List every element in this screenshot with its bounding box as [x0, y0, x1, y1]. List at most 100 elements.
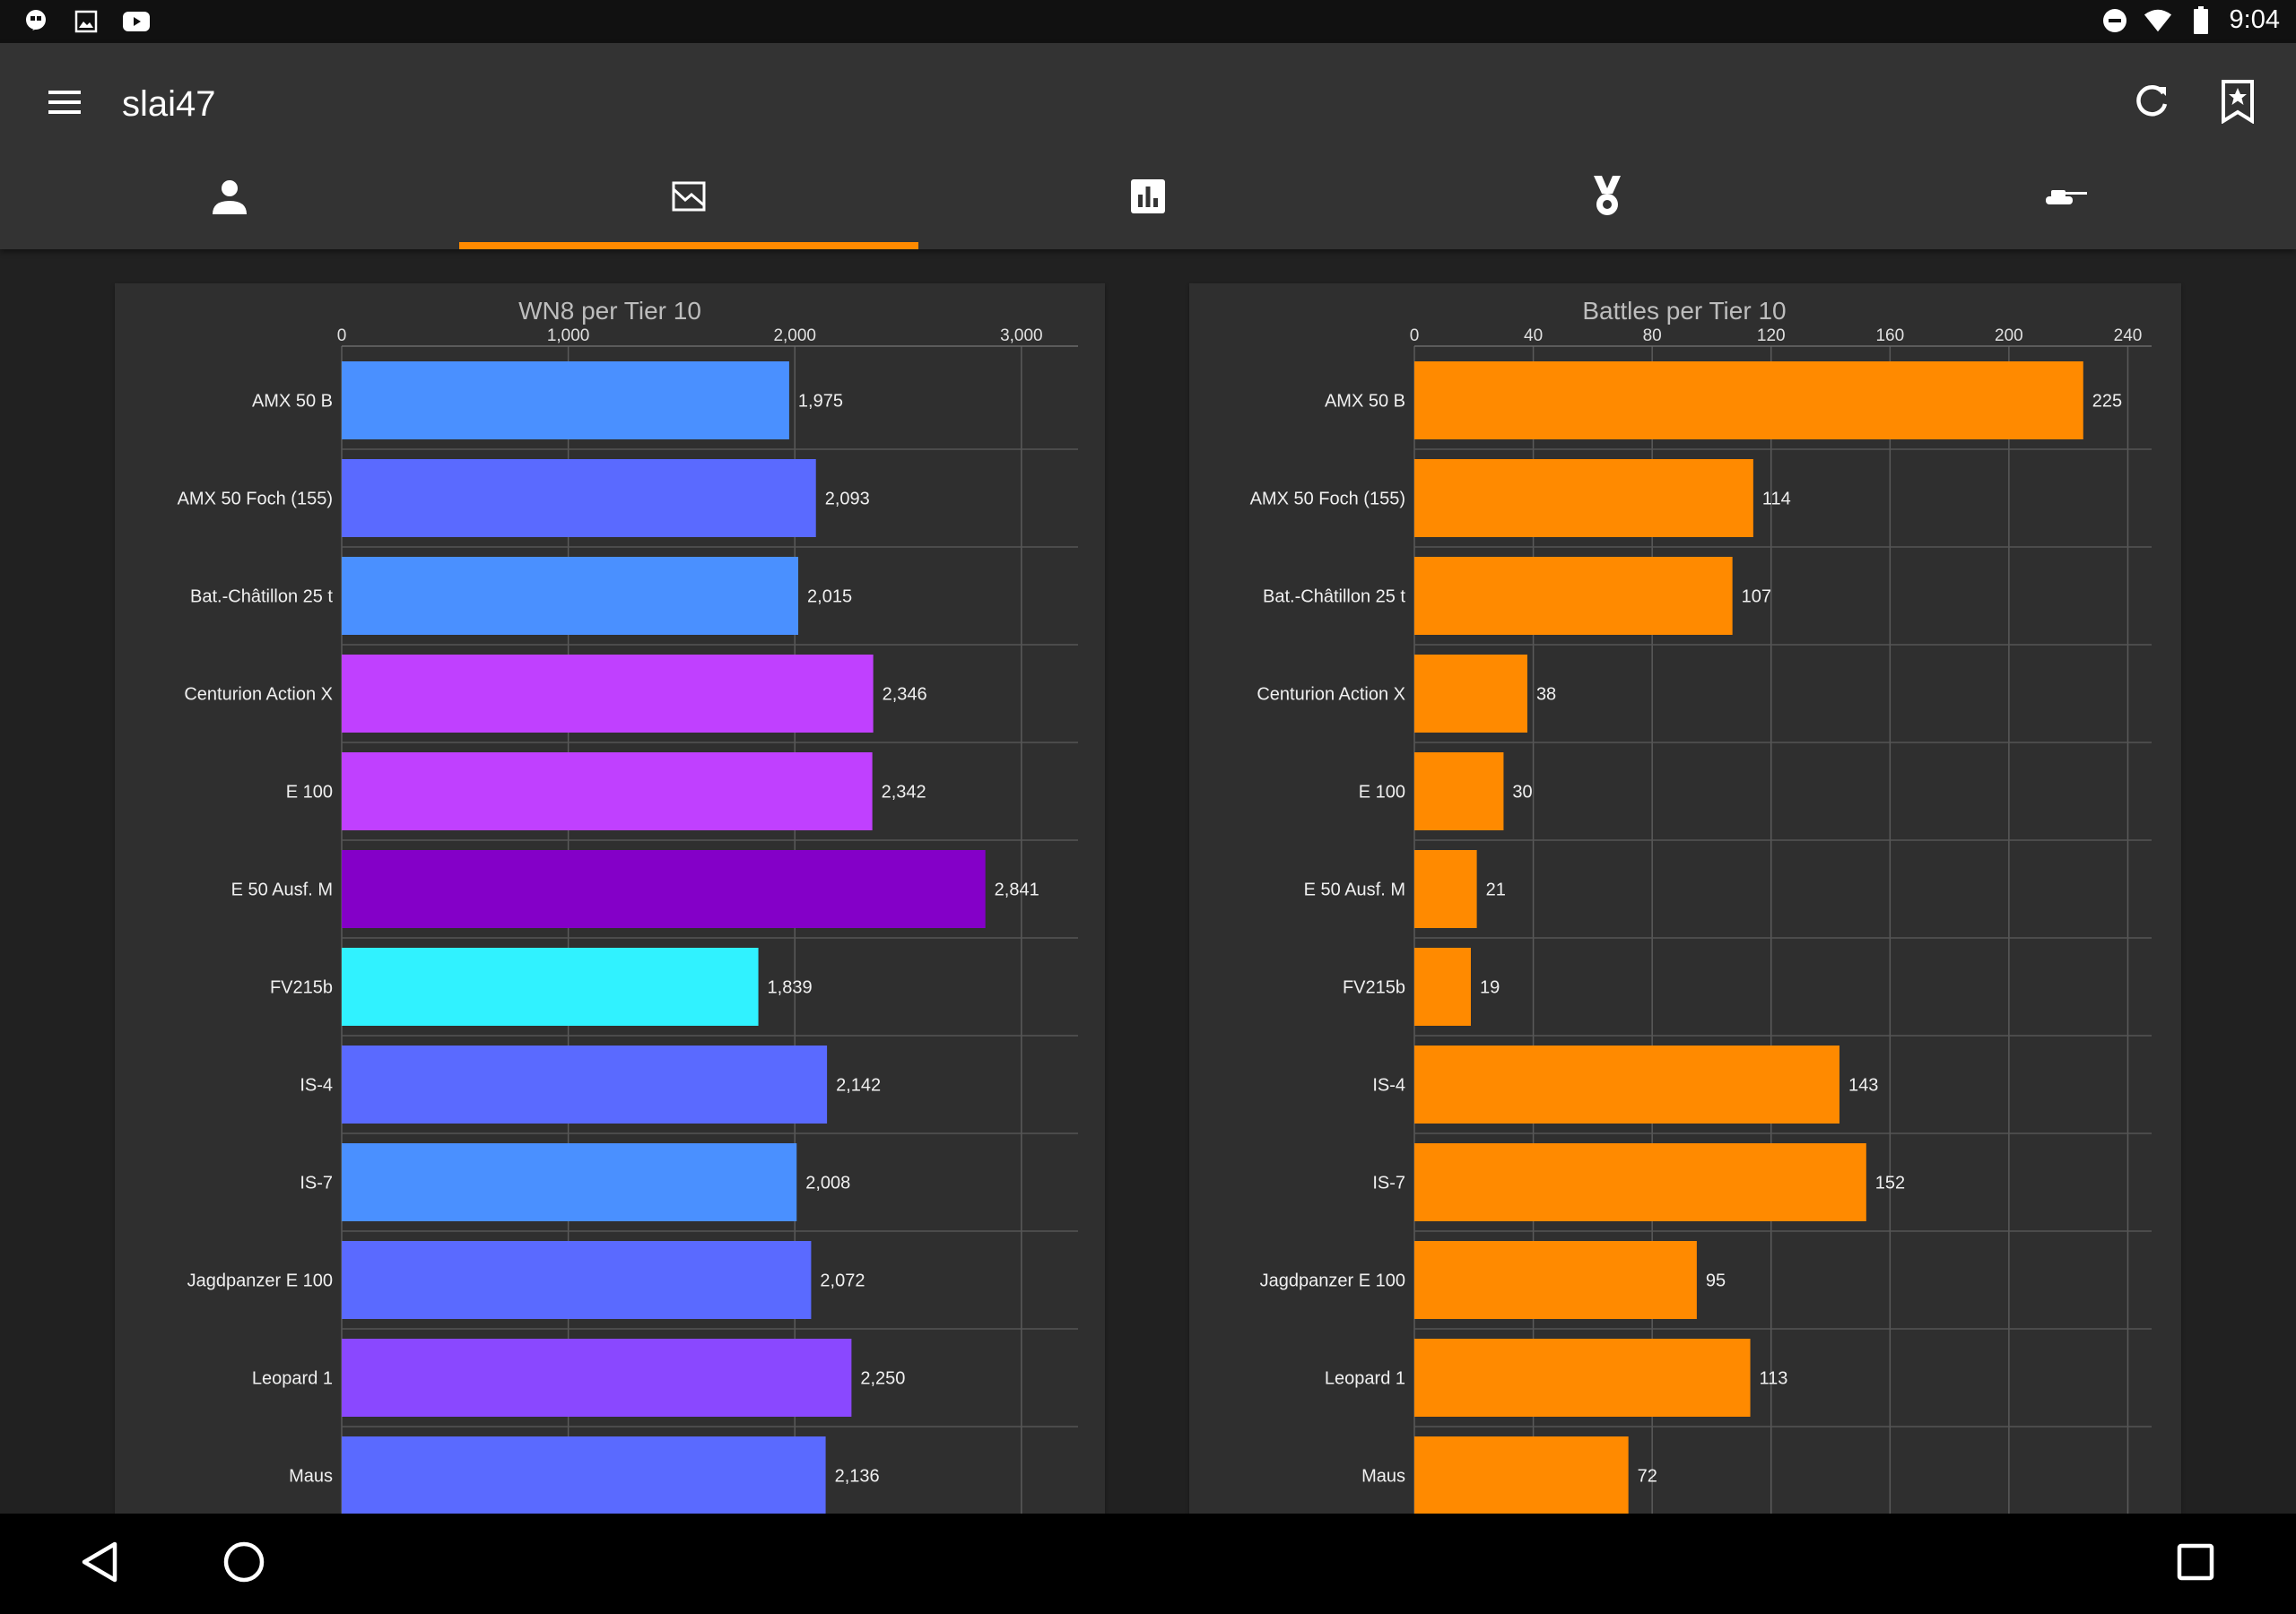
bookmark-button[interactable] — [2212, 75, 2264, 131]
data-label: 38 — [1536, 685, 1556, 705]
data-label: 30 — [1512, 783, 1532, 803]
tick-label: 1,000 — [547, 326, 590, 345]
bar — [342, 655, 874, 733]
tab-achievements[interactable] — [1378, 147, 1837, 249]
bar — [1414, 850, 1477, 928]
menu-button[interactable] — [39, 79, 90, 129]
wn8-chart-panel: WN8 per Tier 10 0 1,000 2,000 3,000 AMX 50 B 1… — [115, 283, 1105, 1514]
category-label: AMX 50 B — [1325, 392, 1405, 412]
category-label: IS-4 — [300, 1076, 333, 1096]
back-button[interactable] — [70, 1533, 131, 1594]
tank-icon — [2044, 186, 2089, 212]
data-label: 19 — [1480, 978, 1500, 998]
data-label: 2,093 — [825, 490, 870, 509]
navigation-bar — [0, 1514, 2296, 1614]
bar — [1414, 1436, 1629, 1514]
data-label: 72 — [1638, 1467, 1657, 1487]
tick-label: 240 — [2114, 326, 2143, 345]
tab-statistics[interactable] — [918, 147, 1378, 249]
recents-square-icon — [2176, 1542, 2215, 1586]
data-label: 1,839 — [768, 978, 813, 998]
bar — [1414, 752, 1503, 830]
bar — [342, 1046, 827, 1124]
tick-label: 0 — [337, 326, 347, 345]
data-label: 2,015 — [807, 587, 852, 607]
data-label: 2,008 — [805, 1174, 850, 1193]
category-label: Maus — [289, 1467, 333, 1487]
bar — [342, 1339, 851, 1417]
category-label: Centurion Action X — [1257, 685, 1405, 705]
category-label: AMX 50 B — [252, 392, 333, 412]
category-label: Maus — [1361, 1467, 1405, 1487]
app-bar: slai47 — [0, 43, 2296, 249]
data-label: 2,342 — [882, 783, 926, 803]
tab-bar — [0, 147, 2296, 249]
page-title: slai47 — [122, 79, 216, 129]
data-label: 2,142 — [836, 1076, 881, 1096]
data-label: 2,250 — [860, 1369, 905, 1389]
bar — [342, 1241, 811, 1319]
bar-chart-icon — [1130, 178, 1166, 219]
status-bar: 9:04 — [0, 0, 2296, 43]
tab-graphs[interactable] — [459, 147, 918, 249]
category-label: E 50 Ausf. M — [1304, 881, 1405, 900]
tick-label: 40 — [1524, 326, 1543, 345]
chart-title: WN8 per Tier 10 — [518, 297, 701, 325]
refresh-button[interactable] — [2126, 77, 2178, 129]
data-label: 95 — [1706, 1271, 1726, 1291]
battles-chart: Battles per Tier 10 0 40 80 120 160 200 240 AMX … — [1189, 283, 2181, 1514]
bar — [1414, 948, 1471, 1026]
battles-chart-panel: Battles per Tier 10 0 40 80 120 160 200 240 AMX … — [1189, 283, 2181, 1514]
home-button[interactable] — [213, 1533, 274, 1594]
bar — [1414, 1241, 1697, 1319]
bar — [342, 1143, 796, 1221]
refresh-icon — [2132, 82, 2171, 126]
tab-tanks[interactable] — [1837, 147, 2296, 249]
back-triangle-icon — [81, 1540, 120, 1588]
category-label: FV215b — [1343, 978, 1405, 998]
hamburger-menu-icon — [47, 88, 83, 121]
bar — [1414, 1339, 1751, 1417]
data-label: 2,841 — [995, 881, 1039, 900]
bar — [1414, 557, 1733, 635]
category-label: E 50 Ausf. M — [231, 881, 333, 900]
category-label: AMX 50 Foch (155) — [178, 490, 333, 509]
category-label: IS-4 — [1372, 1076, 1405, 1096]
tick-label: 2,000 — [773, 326, 816, 345]
data-label: 2,136 — [835, 1467, 880, 1487]
bar — [342, 850, 986, 928]
bookmark-star-icon — [2220, 79, 2256, 128]
youtube-icon — [122, 7, 151, 36]
data-label: 2,346 — [883, 685, 927, 705]
wn8-chart: WN8 per Tier 10 0 1,000 2,000 3,000 AMX 50 B 1… — [115, 283, 1105, 1514]
category-label: Centurion Action X — [184, 685, 333, 705]
area-chart-icon — [671, 180, 707, 217]
recents-button[interactable] — [2165, 1533, 2226, 1594]
person-icon — [210, 177, 249, 221]
bar — [342, 459, 816, 537]
category-label: Jagdpanzer E 100 — [1260, 1271, 1405, 1291]
category-label: Leopard 1 — [1325, 1369, 1405, 1389]
home-circle-icon — [222, 1540, 266, 1589]
hangouts-icon — [22, 7, 50, 36]
tick-label: 120 — [1757, 326, 1786, 345]
tab-indicator — [459, 242, 918, 249]
bar — [342, 557, 798, 635]
tab-player[interactable] — [0, 147, 459, 249]
category-label: E 100 — [286, 783, 333, 803]
bar — [342, 361, 789, 439]
image-icon — [72, 7, 100, 36]
medal-icon — [1589, 174, 1625, 223]
data-label: 113 — [1760, 1369, 1788, 1389]
bar — [342, 752, 873, 830]
bar — [1414, 459, 1753, 537]
category-label: FV215b — [270, 978, 333, 998]
chart-title: Battles per Tier 10 — [1582, 297, 1786, 325]
tick-label: 160 — [1875, 326, 1904, 345]
tick-label: 200 — [1995, 326, 2023, 345]
data-label: 21 — [1486, 881, 1506, 900]
category-label: Bat.-Châtillon 25 t — [1263, 587, 1405, 607]
category-label: IS-7 — [300, 1174, 333, 1193]
bar — [1414, 1046, 1839, 1124]
tick-label: 80 — [1643, 326, 1662, 345]
